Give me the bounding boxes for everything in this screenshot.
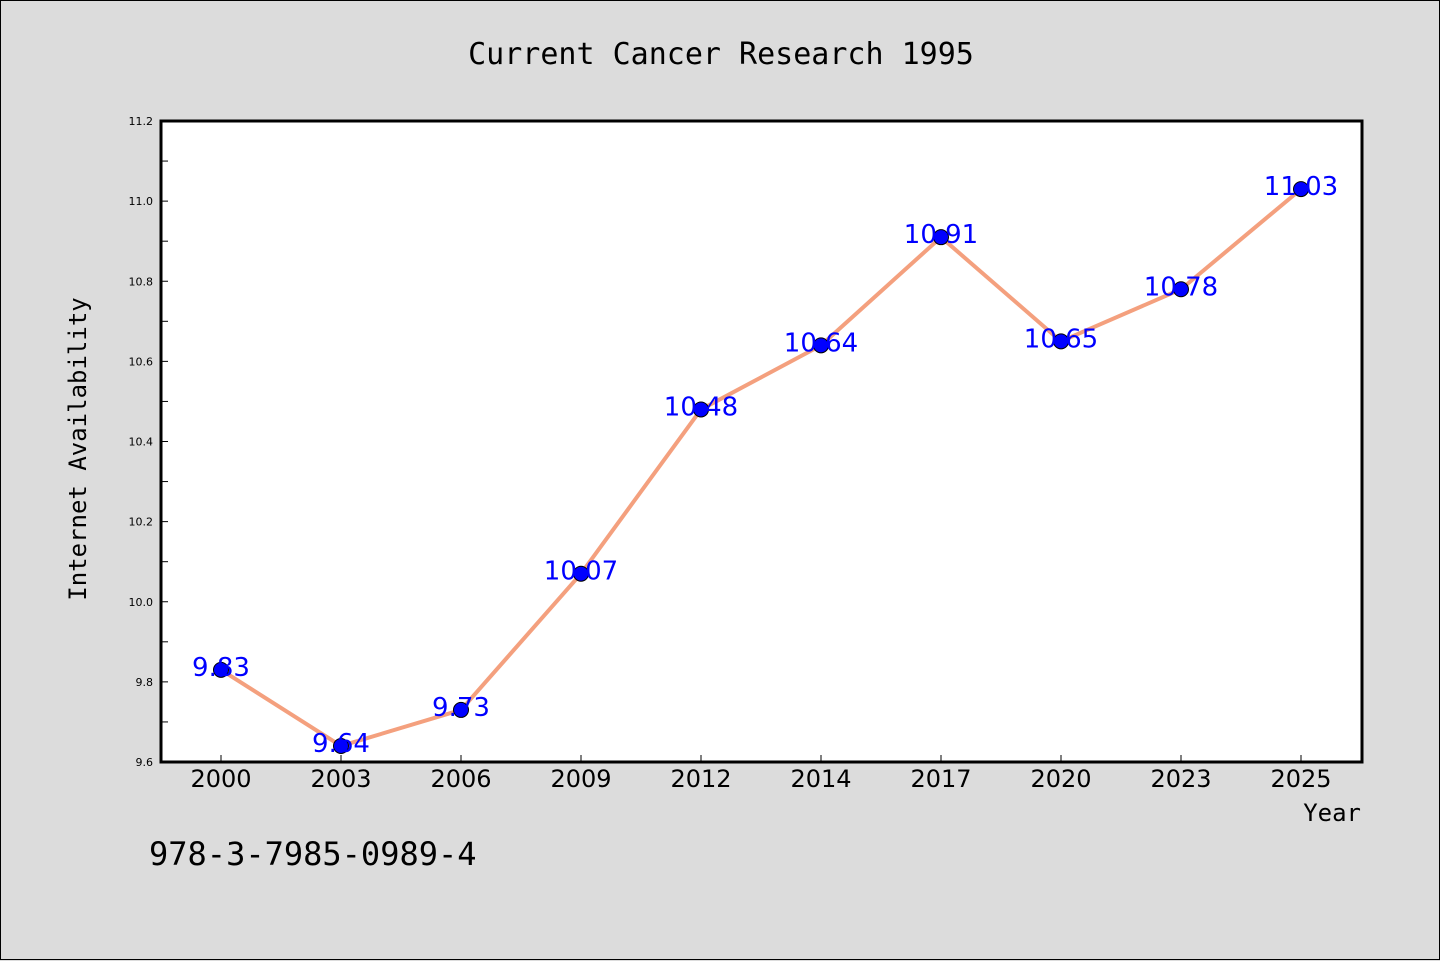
x-axis-label: Year (1303, 799, 1361, 827)
data-label: 10.07 (544, 557, 618, 587)
y-tick-label: 11.0 (129, 195, 154, 208)
data-point (1053, 333, 1069, 350)
data-label: 10.78 (1144, 272, 1218, 302)
y-tick-label: 9.6 (136, 756, 154, 769)
y-tick-label: 10.8 (129, 275, 154, 288)
plot-area (159, 119, 1364, 764)
data-point (693, 401, 709, 418)
y-axis: 9.6 9.8 10.0 10.2 10.4 10.6 10.8 11.0 11.2 (129, 115, 168, 769)
data-point (1293, 181, 1309, 198)
y-tick-label: 10.0 (129, 596, 154, 609)
data-point (933, 229, 949, 246)
x-axis: 2000 2003 2006 2009 2012 2014 2017 2020 2023 2025 (190, 755, 1332, 793)
y-tick-label: 10.6 (129, 355, 154, 368)
data-point (573, 565, 589, 582)
series-markers (213, 181, 1309, 754)
data-point (453, 701, 469, 718)
series-line (219, 187, 1303, 748)
data-label: 11.03 (1264, 172, 1338, 202)
y-tick-label: 10.4 (129, 436, 154, 449)
x-tick-label: 2009 (550, 765, 611, 793)
data-labels: 9.83 9.64 9.73 10.07 10.48 10.64 10.91 10.65 10.… (192, 172, 1338, 759)
data-label: 10.64 (784, 328, 858, 358)
data-point (813, 337, 829, 354)
x-tick-label: 2023 (1150, 765, 1211, 793)
x-tick-label: 2006 (430, 765, 491, 793)
y-tick-label: 9.8 (136, 676, 154, 689)
chart-title: Current Cancer Research 1995 (468, 37, 974, 72)
x-tick-label: 2025 (1270, 765, 1331, 793)
x-tick-label: 2017 (910, 765, 971, 793)
series-line-group (219, 187, 1303, 748)
x-tick-label: 2000 (190, 765, 251, 793)
data-point (333, 737, 349, 754)
data-point (213, 661, 229, 678)
y-tick-label: 10.2 (129, 516, 154, 529)
data-label: 9.73 (432, 693, 490, 723)
data-label: 10.65 (1024, 324, 1098, 354)
data-label: 10.48 (664, 392, 738, 422)
data-point (1173, 281, 1189, 298)
x-tick-label: 2012 (670, 765, 731, 793)
data-label: 9.83 (192, 653, 250, 683)
data-label: 9.64 (312, 729, 370, 759)
x-tick-label: 2014 (790, 765, 851, 793)
x-tick-label: 2020 (1030, 765, 1091, 793)
x-tick-label: 2003 (310, 765, 371, 793)
data-label: 10.91 (904, 220, 978, 250)
isbn-caption: 978-3-7985-0989-4 (149, 835, 477, 873)
y-axis-label: Internet Availability (64, 297, 92, 600)
y-tick-label: 11.2 (129, 115, 154, 128)
